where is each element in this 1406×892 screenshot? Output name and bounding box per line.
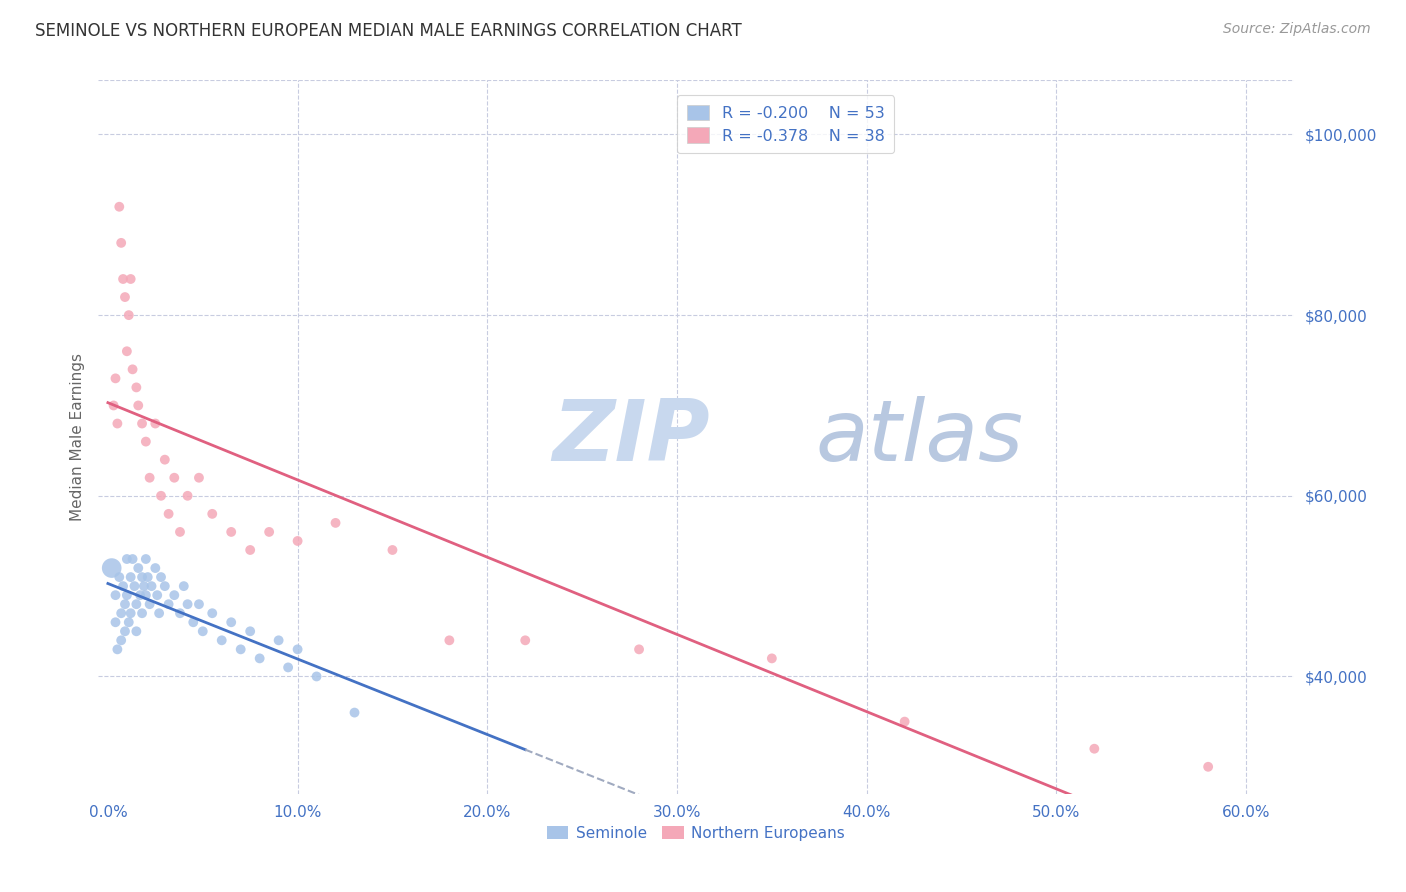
Point [125, 380, 148, 394]
Point [143, 561, 166, 575]
Point [110, 606, 132, 620]
Point [267, 633, 290, 648]
Point [439, 633, 461, 648]
Point [138, 597, 160, 611]
Point [131, 570, 153, 584]
Point [138, 471, 160, 485]
Point [120, 570, 142, 584]
Point [157, 597, 180, 611]
Point [114, 290, 136, 304]
Point [103, 399, 125, 413]
Point [110, 235, 132, 250]
Point [181, 615, 204, 630]
Point [169, 606, 191, 620]
Point [148, 606, 170, 620]
Point [893, 714, 915, 729]
Point [104, 615, 127, 630]
Point [1197, 760, 1219, 774]
Point [105, 642, 128, 657]
Point [114, 624, 136, 639]
Point [173, 579, 195, 593]
Point [125, 624, 148, 639]
Point [110, 633, 132, 648]
Point [124, 579, 146, 593]
Point [381, 543, 404, 558]
Point [129, 588, 152, 602]
Point [120, 272, 142, 286]
Point [135, 434, 157, 449]
Point [115, 588, 138, 602]
Point [104, 588, 127, 602]
Point [325, 516, 347, 530]
Text: atlas: atlas [815, 395, 1024, 479]
Point [188, 597, 211, 611]
Point [115, 344, 138, 359]
Point [191, 624, 214, 639]
Point [287, 642, 309, 657]
Point [188, 471, 211, 485]
Text: Source: ZipAtlas.com: Source: ZipAtlas.com [1223, 22, 1371, 37]
Point [157, 507, 180, 521]
Point [219, 524, 242, 539]
Point [132, 579, 155, 593]
Point [118, 615, 141, 630]
Point [761, 651, 783, 665]
Point [125, 597, 148, 611]
Point [176, 597, 198, 611]
Point [277, 660, 299, 674]
Point [146, 588, 169, 602]
Point [229, 642, 252, 657]
Point [163, 471, 186, 485]
Point [114, 597, 136, 611]
Text: SEMINOLE VS NORTHERN EUROPEAN MEDIAN MALE EARNINGS CORRELATION CHART: SEMINOLE VS NORTHERN EUROPEAN MEDIAN MAL… [35, 22, 742, 40]
Y-axis label: Median Male Earnings: Median Male Earnings [69, 353, 84, 521]
Point [150, 570, 173, 584]
Point [153, 579, 176, 593]
Point [628, 642, 651, 657]
Point [239, 624, 262, 639]
Point [105, 417, 128, 431]
Point [249, 651, 271, 665]
Point [211, 633, 233, 648]
Point [120, 606, 142, 620]
Point [176, 489, 198, 503]
Point [127, 399, 149, 413]
Point [150, 489, 173, 503]
Point [108, 200, 131, 214]
Point [121, 552, 143, 566]
Point [100, 561, 122, 575]
Point [343, 706, 366, 720]
Point [287, 533, 309, 548]
Point [239, 543, 262, 558]
Point [104, 371, 127, 385]
Point [141, 579, 163, 593]
Point [201, 507, 224, 521]
Point [257, 524, 280, 539]
Point [127, 561, 149, 575]
Point [305, 669, 328, 683]
Point [121, 362, 143, 376]
Point [131, 606, 153, 620]
Point [136, 570, 159, 584]
Point [135, 588, 157, 602]
Point [169, 524, 191, 539]
Point [115, 552, 138, 566]
Point [112, 272, 135, 286]
Point [515, 633, 537, 648]
Point [163, 588, 186, 602]
Point [153, 452, 176, 467]
Point [201, 606, 224, 620]
Point [108, 570, 131, 584]
Text: ZIP: ZIP [553, 395, 710, 479]
Point [118, 308, 141, 322]
Point [135, 552, 157, 566]
Legend: Seminole, Northern Europeans: Seminole, Northern Europeans [541, 820, 851, 847]
Point [112, 579, 135, 593]
Point [131, 417, 153, 431]
Point [1083, 741, 1105, 756]
Point [219, 615, 242, 630]
Point [143, 417, 166, 431]
